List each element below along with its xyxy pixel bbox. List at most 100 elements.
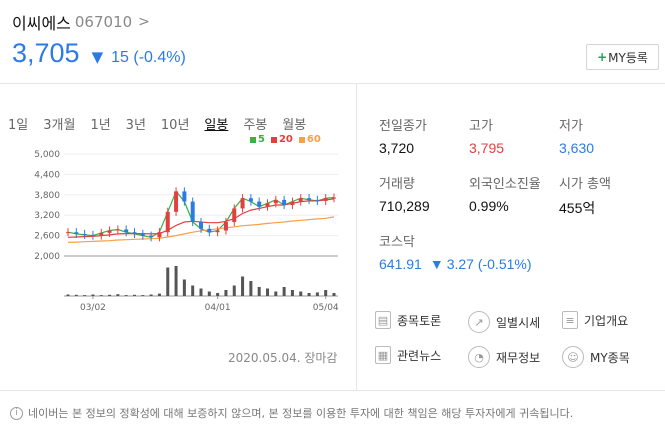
volume-bar — [166, 267, 170, 296]
stat-label[interactable]: 코스닥 — [379, 235, 415, 250]
volume-bar — [315, 292, 319, 296]
my-register-label: MY등록 — [608, 50, 648, 65]
candle-body — [207, 228, 212, 233]
candle-body — [74, 232, 79, 234]
my-register-button[interactable]: + MY등록 — [586, 44, 659, 70]
divider — [0, 390, 665, 391]
tab-daily[interactable]: 일봉 — [204, 118, 229, 133]
info-icon: i — [10, 406, 23, 420]
candle-body — [215, 230, 220, 233]
divider — [0, 83, 665, 84]
volume-bar — [149, 294, 153, 296]
candle-body — [199, 222, 203, 229]
tab-1year[interactable]: 1년 — [90, 118, 111, 133]
stat-value: 710,289 — [379, 198, 430, 214]
chevron-right-icon[interactable]: > — [138, 14, 150, 30]
candle-body — [140, 233, 145, 236]
link-label: 관련뉴스 — [397, 348, 442, 363]
stock-name[interactable]: 이씨에스 — [12, 14, 71, 33]
stat-label: 거래량 — [379, 177, 415, 192]
trend-icon: ↗ — [468, 311, 490, 333]
tab-3year[interactable]: 3년 — [125, 118, 146, 133]
candle-body — [99, 232, 104, 236]
tab-monthly[interactable]: 월봉 — [282, 118, 307, 133]
link-my-stocks[interactable]: ☺ MY종목 — [562, 346, 630, 368]
stat-value: 3,795 — [469, 140, 505, 156]
volume-bar — [216, 293, 220, 296]
document-icon: ≡ — [562, 311, 578, 329]
link-label: MY종목 — [590, 350, 630, 365]
volume-bar — [249, 281, 253, 296]
volume-bar — [241, 276, 245, 296]
candle-body — [240, 198, 245, 209]
candle-body — [190, 201, 195, 222]
link-daily-price[interactable]: ↗ 일별시세 — [468, 311, 540, 333]
stock-title[interactable]: 이씨에스 067010 > — [12, 10, 150, 34]
tab-10year[interactable]: 10년 — [160, 118, 190, 133]
y-tick-label: 3,200 — [34, 211, 60, 221]
candle-body — [90, 234, 95, 236]
down-arrow-icon: ▼ — [91, 48, 104, 66]
legend-item: 5 — [250, 134, 265, 145]
volume-bar — [99, 295, 103, 296]
candle-body — [223, 222, 228, 231]
volume-bar — [182, 279, 186, 296]
link-label: 기업개요 — [584, 313, 629, 328]
volume-bar — [324, 290, 328, 296]
price-row: 3,705 ▼ 15 (-0.4%) — [12, 38, 186, 69]
volume-bar — [290, 290, 294, 296]
plus-icon: + — [597, 50, 608, 64]
disclaimer-text: 네이버는 본 정보의 정확성에 대해 보증하지 않으며, 본 정보를 이용한 투… — [28, 407, 574, 420]
candle-body — [115, 229, 120, 231]
chart-date: 2020.05.04. 장마감 — [228, 351, 338, 365]
stock-code: 067010 — [74, 13, 133, 31]
candle-body — [182, 191, 187, 202]
volume-bar — [266, 288, 269, 296]
stock-chart[interactable]: 5,000 4,400 3,800 3,200 2,600 2,000 03/02 04/01… — [30, 148, 345, 323]
volume-bar — [274, 291, 278, 296]
link-company-overview[interactable]: ≡ 기업개요 — [562, 311, 628, 329]
link-label: 종목토론 — [397, 313, 442, 328]
stat-market-cap: 시가 총액 455억 — [559, 173, 611, 218]
period-tabs: 1일 3개월 1년 3년 10년 일봉 주봉 월봉 — [8, 114, 321, 133]
candle-body — [174, 191, 179, 212]
link-news[interactable]: ▦ 관련뉴스 — [375, 346, 441, 364]
x-tick-label: 03/02 — [80, 303, 106, 313]
chart-legend: 5 20 60 — [250, 134, 327, 145]
y-tick-label: 4,400 — [34, 170, 60, 180]
candle-body — [265, 203, 270, 207]
stat-label: 시가 총액 — [559, 177, 611, 192]
tab-3month[interactable]: 3개월 — [43, 118, 76, 133]
candle-body — [157, 232, 162, 238]
candle-body — [282, 199, 287, 205]
link-discussion[interactable]: ▤ 종목토론 — [375, 311, 441, 329]
volume-bar — [224, 290, 228, 296]
candle-body — [307, 198, 312, 200]
legend-item: 20 — [270, 134, 293, 145]
candle-body — [82, 233, 87, 235]
stat-foreign: 외국인소진율 0.99% — [469, 173, 541, 214]
candle-body — [107, 230, 112, 233]
y-tick-label: 3,800 — [34, 191, 60, 201]
volume-bar — [83, 295, 87, 296]
stat-value: 3,720 — [379, 140, 415, 156]
volume-bar — [332, 293, 336, 296]
disclaimer: i 네이버는 본 정보의 정확성에 대해 보증하지 않으며, 본 정보를 이용한… — [10, 405, 573, 421]
stat-low: 저가 3,630 — [559, 115, 594, 156]
volume-bar — [141, 295, 145, 296]
link-financial[interactable]: ◔ 재무정보 — [468, 346, 540, 368]
candle-body — [165, 211, 170, 233]
stat-label: 외국인소진율 — [469, 177, 541, 192]
volume-bar — [133, 294, 136, 296]
volume-bar — [174, 266, 178, 296]
tab-1day[interactable]: 1일 — [8, 118, 29, 133]
candle-body — [298, 198, 303, 202]
legend-label: 5 — [258, 134, 265, 145]
candle-body — [132, 232, 137, 234]
stat-value: 455억 — [559, 200, 596, 216]
volume-bar — [74, 294, 78, 296]
volume-bar — [157, 293, 161, 296]
stat-prev-close: 전일종가 3,720 — [379, 115, 427, 156]
candle-body — [323, 198, 328, 201]
tab-weekly[interactable]: 주봉 — [243, 118, 268, 133]
